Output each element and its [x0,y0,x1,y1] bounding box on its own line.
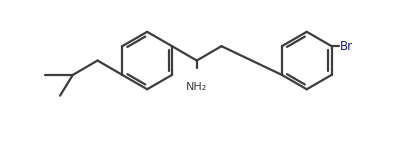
Text: NH₂: NH₂ [186,83,207,93]
Text: Br: Br [339,40,352,53]
